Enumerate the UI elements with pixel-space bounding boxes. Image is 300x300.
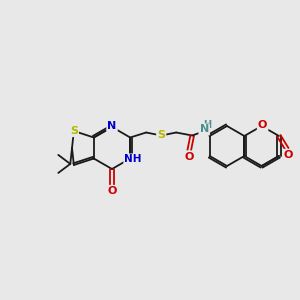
Text: NH: NH [124,154,142,164]
Text: H: H [203,119,211,130]
Text: O: O [107,186,117,196]
Text: O: O [258,120,267,130]
Text: O: O [283,150,292,160]
Text: N: N [200,124,209,134]
Text: S: S [70,126,78,136]
Text: N: N [107,121,117,131]
Text: S: S [157,130,165,140]
Text: O: O [184,152,194,161]
